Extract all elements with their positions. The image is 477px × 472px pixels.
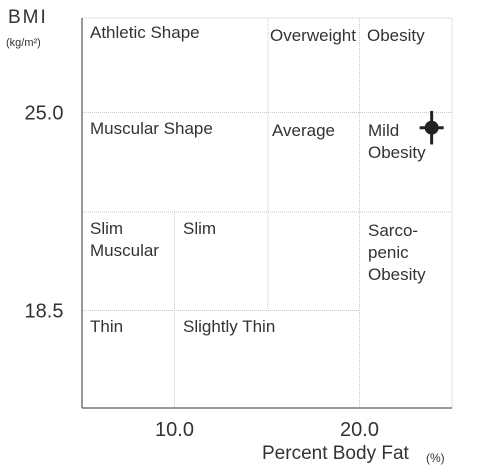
region-label: Overweight	[270, 26, 356, 45]
region-label: Muscular	[90, 241, 159, 260]
y-axis-unit: (kg/m²)	[6, 37, 41, 49]
region-label: Sarco-	[368, 221, 418, 240]
region-label: Obesity	[367, 26, 425, 45]
region-label: Muscular Shape	[90, 119, 213, 138]
region-label: Thin	[90, 317, 123, 336]
y-tick-label: 25.0	[25, 102, 64, 124]
region-label: Slim	[90, 219, 123, 238]
region-label: Average	[272, 121, 335, 140]
region-label: penic	[368, 243, 409, 262]
data-point	[424, 120, 439, 135]
region-label: Obesity	[368, 265, 426, 284]
region-label: Athletic Shape	[90, 23, 200, 42]
x-axis-unit: (%)	[426, 451, 445, 465]
region-label: Mild	[368, 121, 399, 140]
region-label: Obesity	[368, 143, 426, 162]
y-tick-label: 18.5	[25, 301, 64, 323]
y-axis-label: BMI	[8, 7, 48, 28]
x-tick-label: 20.0	[340, 419, 379, 441]
x-tick-label: 10.0	[155, 419, 194, 441]
region-label: Slim	[183, 219, 216, 238]
region-label: Slightly Thin	[183, 317, 275, 336]
x-axis-label: Percent Body Fat	[262, 443, 410, 464]
